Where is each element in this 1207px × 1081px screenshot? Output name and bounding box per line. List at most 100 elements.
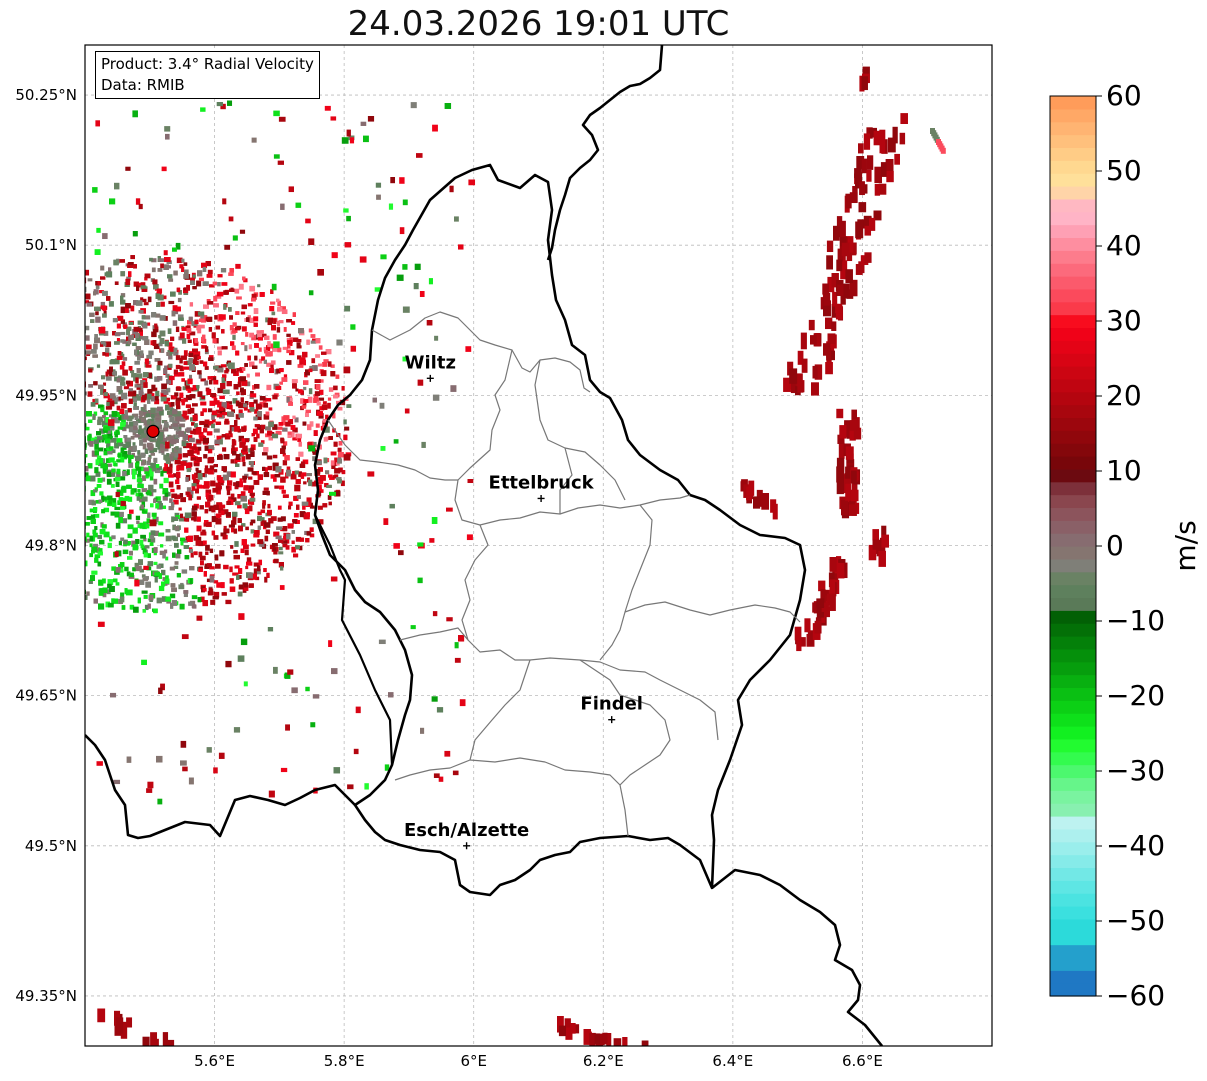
city-marker [537,494,545,502]
country-border-germany-south [711,868,884,1046]
colorbar-tick-label: 50 [1106,154,1142,187]
colorbar-swatch [1050,366,1096,380]
lon-tick-label: 6.4°E [712,1052,753,1070]
product-label: Product: 3.4° Radial Velocity [101,55,314,73]
canton-borders [327,311,801,837]
colorbar-swatch [1050,841,1096,856]
lat-tick-label: 49.35°N [15,987,77,1005]
colorbar-swatch [1050,790,1096,804]
colorbar-tick-label: 10 [1106,454,1142,487]
city-label: Findel [580,694,643,715]
lat-tick-label: 49.5°N [25,837,77,855]
colorbar-swatch [1050,288,1096,303]
colorbar-swatch [1050,636,1096,650]
lat-tick-label: 50.1°N [25,236,77,254]
colorbar-swatch [1050,443,1096,457]
colorbar-swatch [1050,674,1096,689]
lat-tick-label: 50.25°N [15,86,77,104]
colorbar-tick-label: −60 [1106,979,1165,1012]
city-label: Wiltz [405,352,456,373]
colorbar-swatch [1050,893,1096,907]
graticule [85,45,992,1046]
country-border-germany-belgium [546,45,664,261]
lon-tick-label: 6°E [460,1052,487,1070]
colorbar-swatch [1050,623,1096,637]
colorbar-swatch [1050,224,1096,239]
colorbar-swatch [1050,263,1096,277]
colorbar-swatch [1050,854,1096,869]
map-frame [84,44,993,1047]
colorbar-tick-label: 60 [1106,79,1142,112]
lat-tick-label: 49.65°N [15,687,77,705]
colorbar-swatch [1050,404,1096,419]
province-border-belgium [314,514,394,766]
city-label: Esch/Alzette [404,820,529,841]
city-marker [426,374,434,382]
colorbar-swatch [1050,237,1096,251]
city-marker [608,716,616,724]
lon-tick-label: 5.8°E [324,1052,365,1070]
product-info-box: Product: 3.4° Radial Velocity Data: RMIB [95,51,320,99]
colorbar-swatch [1050,198,1096,213]
radar-echoes [85,66,946,1046]
colorbar-swatch [1050,944,1096,959]
colorbar-tick-label: 0 [1106,529,1124,562]
colorbar-tick-label: −40 [1106,829,1165,862]
colorbar-swatch [1050,726,1096,740]
colorbar-swatch [1050,700,1096,714]
colorbar-swatch [1050,533,1096,547]
colorbar-swatch [1050,880,1096,894]
colorbar-swatch [1050,803,1096,817]
colorbar-swatch [1050,610,1096,624]
colorbar-swatch [1050,340,1096,354]
velocity-colorbar: 60 50 40 30 20 10 0 −10 −20 −30 −40 −50 −60 m/s [1049,79,1202,1012]
colorbar-swatch [1050,327,1096,341]
colorbar-swatch [1050,661,1096,676]
map-title: 24.03.2026 19:01 UTC [347,4,730,44]
city-labels: Wiltz Ettelbruck Findel Esch/Alzette [404,352,643,850]
colorbar-swatch [1050,764,1096,779]
colorbar-swatch [1050,430,1096,444]
lat-tick-label: 49.8°N [25,537,77,555]
colorbar-swatch [1050,186,1096,200]
colorbar-swatch [1050,456,1096,470]
colorbar-swatch [1050,250,1096,264]
colorbar-swatch [1050,546,1096,560]
colorbar-swatch [1050,777,1096,791]
colorbar-swatch [1050,906,1096,920]
colorbar-swatch [1050,301,1096,316]
colorbar-swatch [1050,828,1096,843]
colorbar-swatch [1050,558,1096,573]
colorbar-swatch [1050,738,1096,753]
colorbar-swatch [1050,468,1096,483]
lon-tick-label: 6.6°E [842,1052,883,1070]
colorbar-swatch [1050,121,1096,136]
country-border-luxembourg [313,163,807,897]
colorbar-swatch [1050,597,1096,611]
colorbar-swatch [1050,816,1096,830]
radar-site-marker [146,424,160,438]
lon-tick-label: 5.6°E [194,1052,235,1070]
colorbar-swatch [1050,867,1096,881]
colorbar-swatch [1050,481,1096,496]
colorbar-swatch [1050,417,1096,431]
colorbar-swatch [1050,584,1096,599]
colorbar-swatch [1050,314,1096,329]
colorbar-tick-label: 20 [1106,379,1142,412]
colorbar-swatch [1050,571,1096,586]
colorbar-swatch [1050,520,1096,534]
colorbar-swatch [1050,211,1096,226]
axis-ticks: 49.35°N 49.5°N 49.65°N 49.8°N 49.95°N 50.1°N 5… [15,86,883,1070]
country-border-belgium-france [85,734,356,840]
colorbar-swatch [1050,108,1096,123]
colorbar-swatch [1050,276,1096,290]
colorbar-swatch [1050,160,1096,174]
colorbar-swatch [1050,957,1096,971]
colorbar-swatch [1050,713,1096,727]
colorbar-swatch [1050,353,1096,367]
colorbar-swatch [1050,134,1096,149]
colorbar-tick-label: −20 [1106,679,1165,712]
colorbar-swatch [1050,687,1096,701]
colorbar-swatch [1050,378,1096,393]
